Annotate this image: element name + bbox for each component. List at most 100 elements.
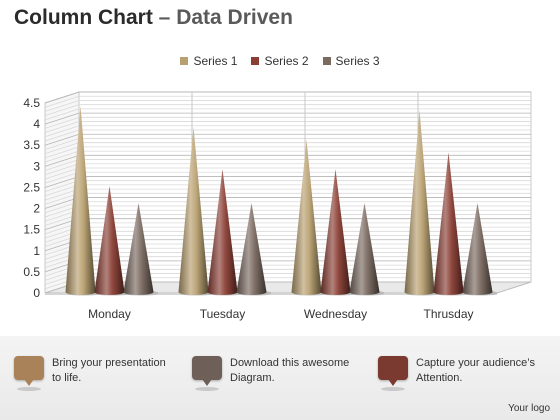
speech-bubble-icon <box>378 356 408 392</box>
title-subtitle: Data Driven <box>176 6 293 29</box>
x-tick-label: Tuesday <box>200 307 246 321</box>
side-gridline <box>44 100 80 112</box>
cone-series-1-thrusday <box>404 110 440 296</box>
cone-series-3-tuesday <box>236 203 272 296</box>
side-gridline <box>44 180 80 193</box>
x-tick-label: Thrusday <box>423 307 473 321</box>
cone-body <box>433 152 464 295</box>
y-tick-label: 2.5 <box>23 180 40 194</box>
callout-1-line1: Bring your presentation <box>52 357 166 369</box>
legend-swatch-series-2 <box>251 57 260 65</box>
y-tick-label: 3.5 <box>23 138 40 152</box>
side-gridline <box>44 108 80 121</box>
y-tick-label: 0.5 <box>23 265 40 279</box>
callout-2: Download this awesome Diagram. <box>192 356 370 392</box>
legend-item-series-1: Series 1 <box>180 54 237 68</box>
callout-3: Capture your audience’s Attention. <box>378 356 556 392</box>
cone-series-1-tuesday <box>178 127 214 296</box>
legend-swatch-series-1 <box>180 57 189 65</box>
legend-label-series-1: Series 1 <box>193 54 238 68</box>
x-tick-label: Wednesday <box>304 307 367 321</box>
title-dash: – <box>158 6 171 29</box>
cone-body <box>349 203 380 295</box>
callout-1: Bring your presentation to life. <box>14 356 192 392</box>
cone-series-3-monday <box>123 203 159 296</box>
callout-1-shadow <box>17 387 41 391</box>
callout-1-tail <box>24 379 34 386</box>
side-gridline <box>44 167 80 180</box>
side-gridline <box>44 138 80 150</box>
side-gridline <box>44 121 80 133</box>
cone-body <box>320 169 351 295</box>
logo-text: Your logo <box>508 403 550 414</box>
cone-series-2-monday <box>94 186 130 296</box>
page-title: Column Chart – Data Driven <box>14 6 293 30</box>
callout-3-tail <box>388 379 398 386</box>
callout-2-text: Download this awesome Diagram. <box>230 356 370 392</box>
side-gridline <box>44 142 80 155</box>
side-gridline <box>44 146 80 159</box>
legend-swatch-series-3 <box>322 57 331 65</box>
y-axis-ticks: 0 0.5 1 1.5 2 2.5 3 3.5 4 4.5 <box>23 96 40 300</box>
legend-label-series-2: Series 2 <box>264 54 309 68</box>
cone-body <box>178 127 209 295</box>
chart-legend: Series 1 Series 2 Series 3 <box>0 54 560 68</box>
side-gridline <box>44 171 80 184</box>
side-gridline <box>44 176 80 188</box>
cone-body <box>236 203 267 295</box>
cone-body <box>404 110 435 296</box>
cone-series-1-monday <box>65 105 101 296</box>
callout-1-text: Bring your presentation to life. <box>52 356 192 392</box>
callout-2-tail <box>202 379 212 386</box>
y-tick-label: 2 <box>33 202 40 216</box>
side-gridline <box>44 163 80 176</box>
callout-3-text: Capture your audience’s Attention. <box>416 356 556 392</box>
cone-body <box>207 169 238 295</box>
callout-3-shadow <box>381 387 405 391</box>
callout-3-box <box>378 356 408 380</box>
speech-bubble-icon <box>192 356 222 392</box>
callout-2-line1: Download this awesome <box>230 357 350 369</box>
cone-series-3-wednesday <box>349 203 385 296</box>
side-gridline <box>44 133 80 146</box>
side-gridline <box>44 125 80 138</box>
cone-series-2-tuesday <box>207 169 243 296</box>
side-gridline <box>44 129 80 142</box>
cone-series-2-wednesday <box>320 169 356 296</box>
footer-panel: Bring your presentation to life. Downloa… <box>0 336 560 420</box>
cone-body <box>291 139 322 295</box>
side-gridline <box>44 91 80 104</box>
legend-item-series-2: Series 2 <box>251 54 309 68</box>
callout-2-box <box>192 356 222 380</box>
x-tick-label: Monday <box>88 307 131 321</box>
callout-1-box <box>14 356 44 380</box>
y-tick-label: 0 <box>33 286 40 300</box>
cone-body <box>94 186 125 295</box>
callout-2-line2: Diagram. <box>230 372 275 384</box>
callout-3-line2: Attention. <box>416 372 463 384</box>
speech-bubble-icon <box>14 356 44 392</box>
callout-1-line2: to life. <box>52 372 82 384</box>
side-gridline <box>44 184 80 197</box>
side-gridline <box>44 112 80 125</box>
cone-body <box>123 203 154 295</box>
side-gridline <box>44 159 80 171</box>
cone-series-1-wednesday <box>291 139 327 296</box>
cone-body <box>462 203 493 295</box>
legend-label-series-3: Series 3 <box>335 54 380 68</box>
y-tick-label: 4 <box>33 117 40 131</box>
cone-series-3-thrusday <box>462 203 498 296</box>
side-gridline <box>44 104 80 117</box>
legend-item-series-3: Series 3 <box>322 54 380 68</box>
callout-2-shadow <box>195 387 219 391</box>
side-gridline <box>44 188 80 201</box>
side-gridline <box>44 154 80 167</box>
side-gridline <box>44 95 80 108</box>
title-main: Column Chart <box>14 6 153 29</box>
chart-cones <box>65 105 498 296</box>
column-chart: 0 0.5 1 1.5 2 2.5 3 3.5 4 4.5 Monday Tuesday Wednes… <box>23 91 532 321</box>
y-tick-label: 4.5 <box>23 96 40 110</box>
callout-3-line1: Capture your audience’s <box>416 357 536 369</box>
y-tick-label: 1.5 <box>23 223 40 237</box>
side-gridline <box>44 116 80 129</box>
